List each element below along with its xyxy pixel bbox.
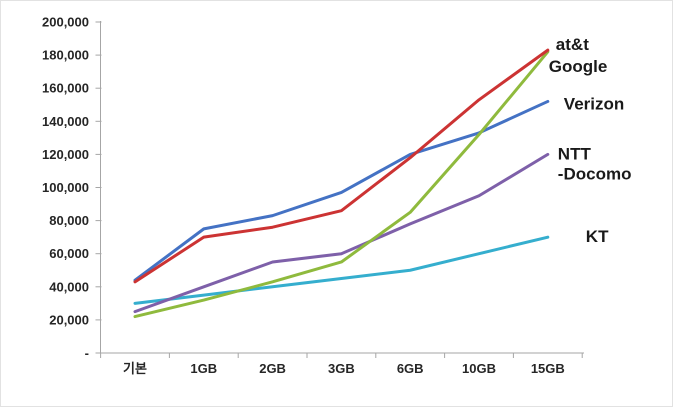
x-tick-label: 3GB	[328, 361, 355, 376]
y-tick-label: 40,000	[49, 279, 89, 294]
y-tick-label: 60,000	[49, 246, 89, 261]
x-tick-label: 15GB	[531, 361, 565, 376]
x-tick-label: 1GB	[190, 361, 217, 376]
y-tick-label: 180,000	[42, 48, 89, 63]
y-tick-label: 100,000	[42, 180, 89, 195]
y-tick-label: 160,000	[42, 81, 89, 96]
x-tick-label: 10GB	[462, 361, 496, 376]
series-label-ntt-docomo: NTT	[558, 144, 592, 163]
series-label-ntt-docomo: -Docomo	[558, 164, 632, 183]
y-tick-label: 120,000	[42, 147, 89, 162]
series-line-ntt-docomo	[133, 152, 550, 314]
series-line-att	[133, 48, 550, 284]
series-line-google	[133, 50, 550, 319]
x-tick-label: 6GB	[397, 361, 424, 376]
y-tick-label: 140,000	[42, 114, 89, 129]
series-label-google: Google	[549, 57, 608, 76]
series-label-kt: KT	[586, 227, 609, 246]
y-tick-label: 200,000	[42, 15, 89, 30]
series-label-verizon: Verizon	[564, 94, 624, 113]
y-tick-label: 80,000	[49, 213, 89, 228]
x-tick-label: 기본	[123, 361, 147, 376]
series-line-kt	[133, 235, 550, 305]
y-tick-label: -	[85, 346, 89, 361]
y-tick-label: 20,000	[49, 312, 89, 327]
x-tick-label: 2GB	[259, 361, 286, 376]
series-label-att: at&t	[556, 35, 589, 54]
